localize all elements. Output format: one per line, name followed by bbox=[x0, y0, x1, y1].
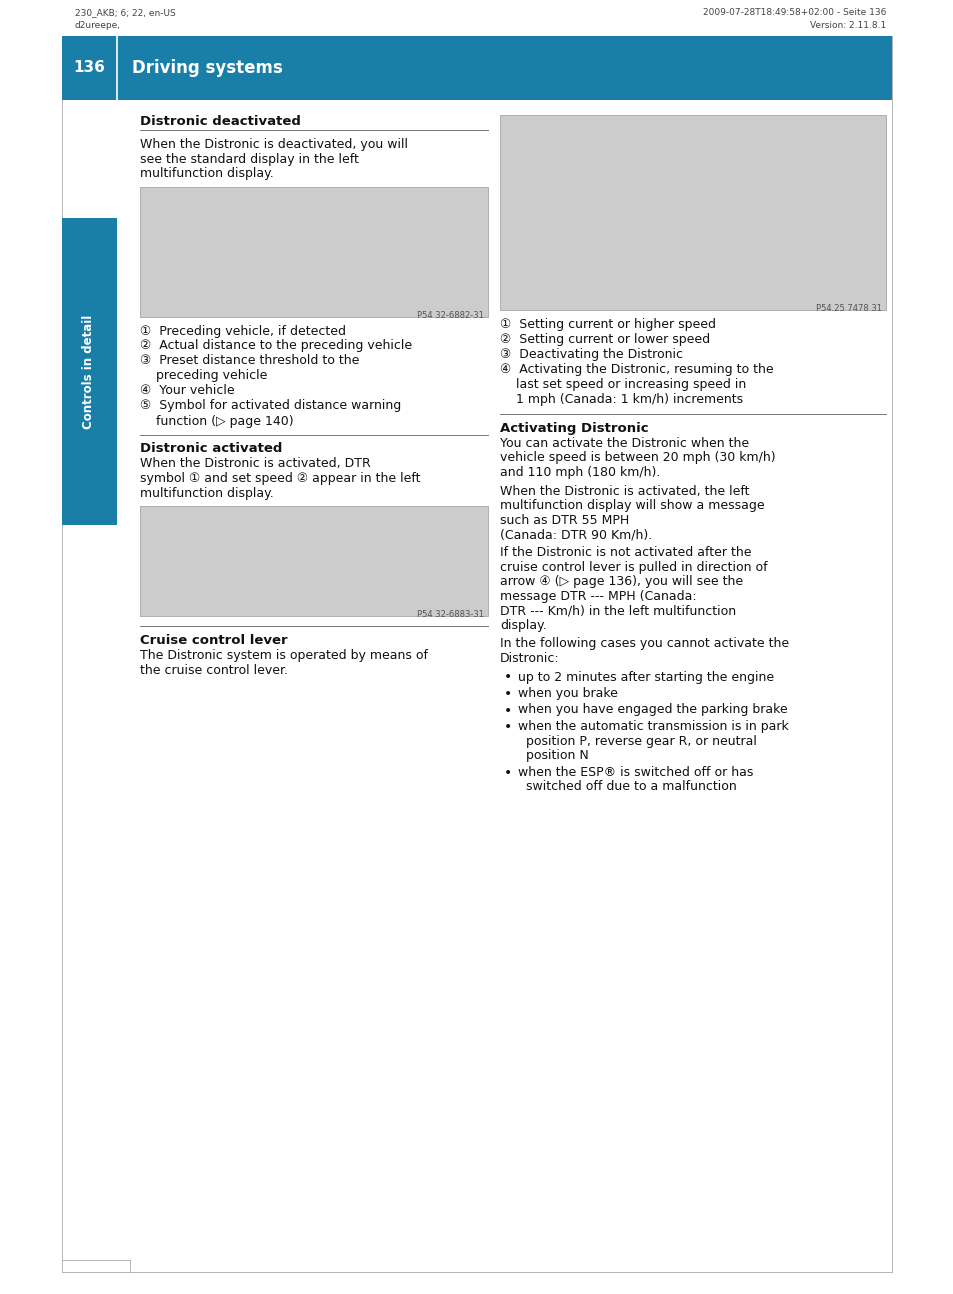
Text: ④  Activating the Distronic, resuming to the: ④ Activating the Distronic, resuming to … bbox=[499, 364, 773, 377]
Text: up to 2 minutes after starting the engine: up to 2 minutes after starting the engin… bbox=[517, 670, 773, 683]
Text: P54 32-6882-31: P54 32-6882-31 bbox=[416, 311, 483, 320]
Text: 136: 136 bbox=[73, 61, 105, 75]
Text: position N: position N bbox=[517, 749, 588, 762]
Bar bbox=[140, 506, 488, 616]
Text: last set speed or increasing speed in: last set speed or increasing speed in bbox=[499, 378, 745, 391]
Text: preceding vehicle: preceding vehicle bbox=[140, 370, 267, 383]
Text: switched off due to a malfunction: switched off due to a malfunction bbox=[517, 780, 736, 793]
Text: multifunction display.: multifunction display. bbox=[140, 167, 274, 180]
Text: You can activate the Distronic when the: You can activate the Distronic when the bbox=[499, 437, 748, 450]
Text: ④  Your vehicle: ④ Your vehicle bbox=[140, 384, 234, 397]
Text: (Canada: DTR 90 Km/h).: (Canada: DTR 90 Km/h). bbox=[499, 528, 652, 541]
Text: and 110 mph (180 km/h).: and 110 mph (180 km/h). bbox=[499, 466, 659, 479]
Text: •: • bbox=[503, 670, 512, 685]
Text: function (▷ page 140): function (▷ page 140) bbox=[140, 414, 294, 427]
Text: ③  Preset distance threshold to the: ③ Preset distance threshold to the bbox=[140, 355, 359, 367]
Text: P54.25 7478 31: P54.25 7478 31 bbox=[815, 304, 882, 313]
Text: ③  Deactivating the Distronic: ③ Deactivating the Distronic bbox=[499, 348, 682, 361]
Text: DTR --- Km/h) in the left multifunction: DTR --- Km/h) in the left multifunction bbox=[499, 604, 736, 617]
Text: When the Distronic is deactivated, you will: When the Distronic is deactivated, you w… bbox=[140, 138, 408, 151]
Bar bbox=[62, 217, 117, 525]
Text: Controls in detail: Controls in detail bbox=[82, 314, 95, 428]
Text: vehicle speed is between 20 mph (30 km/h): vehicle speed is between 20 mph (30 km/h… bbox=[499, 452, 775, 465]
Text: Distronic deactivated: Distronic deactivated bbox=[140, 115, 300, 128]
Text: ⑤  Symbol for activated distance warning: ⑤ Symbol for activated distance warning bbox=[140, 400, 401, 413]
Text: ①  Setting current or higher speed: ① Setting current or higher speed bbox=[499, 318, 716, 331]
Text: If the Distronic is not activated after the: If the Distronic is not activated after … bbox=[499, 546, 751, 559]
Text: Distronic activated: Distronic activated bbox=[140, 443, 282, 455]
Text: When the Distronic is activated, the left: When the Distronic is activated, the lef… bbox=[499, 484, 749, 497]
Bar bbox=[140, 186, 488, 317]
Text: The Distronic system is operated by means of: The Distronic system is operated by mean… bbox=[140, 650, 428, 663]
Text: •: • bbox=[503, 704, 512, 717]
Text: when you brake: when you brake bbox=[517, 687, 618, 700]
Text: Version: 2.11.8.1: Version: 2.11.8.1 bbox=[809, 21, 885, 30]
Text: 230_AKB; 6; 22, en-US: 230_AKB; 6; 22, en-US bbox=[75, 8, 175, 17]
Text: the cruise control lever.: the cruise control lever. bbox=[140, 664, 288, 677]
Text: Activating Distronic: Activating Distronic bbox=[499, 422, 648, 435]
Text: arrow ④ (▷ page 136), you will see the: arrow ④ (▷ page 136), you will see the bbox=[499, 576, 742, 589]
Text: 2009-07-28T18:49:58+02:00 - Seite 136: 2009-07-28T18:49:58+02:00 - Seite 136 bbox=[702, 8, 885, 17]
Text: multifunction display.: multifunction display. bbox=[140, 487, 274, 499]
Text: •: • bbox=[503, 719, 512, 734]
Text: P54 32-6883-31: P54 32-6883-31 bbox=[416, 609, 483, 619]
Text: multifunction display will show a message: multifunction display will show a messag… bbox=[499, 499, 763, 512]
Text: when the ESP® is switched off or has: when the ESP® is switched off or has bbox=[517, 766, 753, 779]
Text: •: • bbox=[503, 687, 512, 701]
Text: •: • bbox=[503, 766, 512, 779]
Text: see the standard display in the left: see the standard display in the left bbox=[140, 153, 358, 166]
Bar bbox=[499, 115, 885, 311]
Text: symbol ① and set speed ② appear in the left: symbol ① and set speed ② appear in the l… bbox=[140, 472, 420, 485]
Text: 1 mph (Canada: 1 km/h) increments: 1 mph (Canada: 1 km/h) increments bbox=[499, 393, 742, 406]
Text: Driving systems: Driving systems bbox=[132, 60, 282, 78]
Text: cruise control lever is pulled in direction of: cruise control lever is pulled in direct… bbox=[499, 562, 767, 575]
Text: such as DTR 55 MPH: such as DTR 55 MPH bbox=[499, 514, 629, 527]
Text: display.: display. bbox=[499, 619, 546, 631]
Text: Cruise control lever: Cruise control lever bbox=[140, 634, 287, 647]
Text: Distronic:: Distronic: bbox=[499, 652, 559, 665]
Text: In the following cases you cannot activate the: In the following cases you cannot activa… bbox=[499, 638, 788, 651]
Text: ②  Setting current or lower speed: ② Setting current or lower speed bbox=[499, 333, 709, 345]
Text: position P, reverse gear R, or neutral: position P, reverse gear R, or neutral bbox=[517, 735, 756, 748]
Bar bbox=[62, 36, 891, 100]
Text: ①  Preceding vehicle, if detected: ① Preceding vehicle, if detected bbox=[140, 325, 346, 338]
Text: when you have engaged the parking brake: when you have engaged the parking brake bbox=[517, 704, 787, 717]
Text: d2ureepe,: d2ureepe, bbox=[75, 21, 121, 30]
Text: ②  Actual distance to the preceding vehicle: ② Actual distance to the preceding vehic… bbox=[140, 339, 412, 352]
Text: message DTR --- MPH (Canada:: message DTR --- MPH (Canada: bbox=[499, 590, 696, 603]
Text: When the Distronic is activated, DTR: When the Distronic is activated, DTR bbox=[140, 458, 371, 471]
Text: when the automatic transmission is in park: when the automatic transmission is in pa… bbox=[517, 719, 788, 732]
